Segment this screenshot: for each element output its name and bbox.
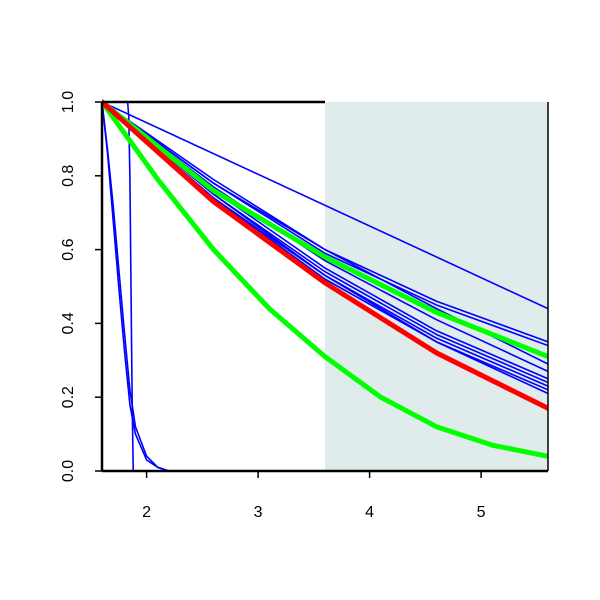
y-tick-label: 0.6 xyxy=(60,238,77,260)
y-tick-label: 0.2 xyxy=(60,386,77,408)
series-line-4 xyxy=(102,101,548,310)
series-line-15 xyxy=(102,99,548,459)
series-line-6 xyxy=(102,101,548,347)
y-tick-label: 1.0 xyxy=(60,91,77,113)
x-tick-label: 5 xyxy=(477,504,486,521)
shaded-region-layer xyxy=(325,102,548,471)
y-tick-label: 0.4 xyxy=(60,312,77,334)
series-line-16 xyxy=(102,99,548,411)
x-tick-layer: 2 3 4 5 xyxy=(142,471,486,521)
shaded-region xyxy=(325,102,548,471)
x-tick-label: 3 xyxy=(254,504,263,521)
axes-layer xyxy=(100,100,549,473)
series-layer xyxy=(102,99,548,472)
series-line-14 xyxy=(102,99,548,360)
x-tick-label: 2 xyxy=(142,504,151,521)
y-tick-label: 0.8 xyxy=(60,165,77,187)
y-tick-label: 0.0 xyxy=(60,460,77,482)
x-tick-label: 4 xyxy=(365,504,374,521)
y-tick-layer: 0.0 0.2 0.4 0.6 0.8 1.0 xyxy=(60,91,102,482)
series-line-3 xyxy=(102,101,548,472)
